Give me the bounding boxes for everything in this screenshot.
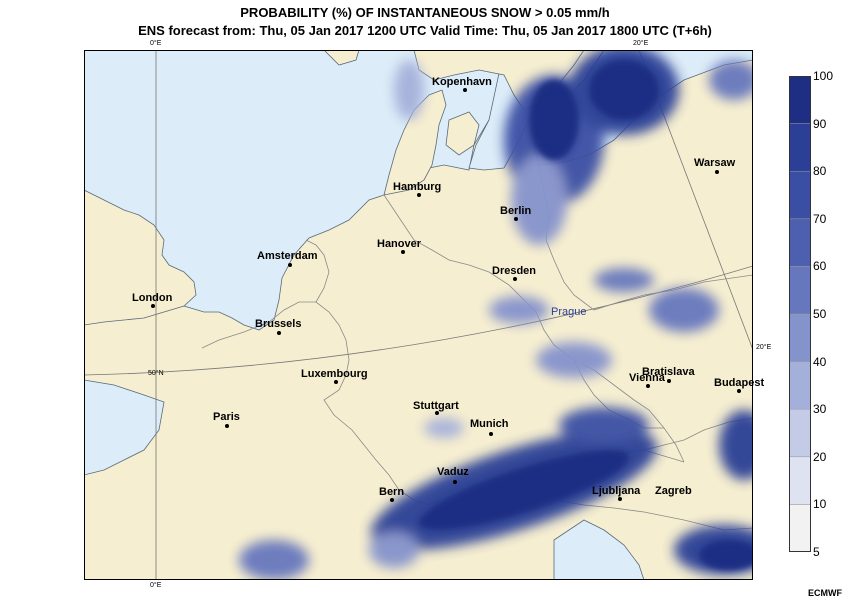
colorbar-swatch — [789, 361, 811, 410]
colorbar-swatch — [789, 76, 811, 124]
city-label-budapest: Budapest — [714, 377, 765, 389]
chart-title: PROBABILITY (%) OF INSTANTANEOUS SNOW > … — [240, 5, 610, 20]
city-marker-bern — [390, 498, 394, 502]
city-label-warsaw: Warsaw — [694, 157, 736, 169]
city-label-kopenhavn: Kopenhavn — [432, 76, 492, 88]
colorbar-swatch — [789, 504, 811, 552]
city-marker-berlin — [514, 217, 518, 221]
city-label-london: London — [132, 292, 173, 304]
city-marker-munich — [489, 432, 493, 436]
gridline-label-0e-bottom: 0°E — [150, 582, 162, 589]
city-marker-budapest — [737, 389, 741, 393]
city-marker-luxembourg — [334, 380, 338, 384]
colorbar-tick-label: 60 — [813, 259, 827, 274]
colorbar-swatch — [789, 170, 811, 220]
colorbar-swatch — [789, 123, 811, 172]
zealand — [445, 111, 480, 156]
city-marker-paris — [225, 424, 229, 428]
chart-subtitle: ENS forecast from: Thu, 05 Jan 2017 1200… — [138, 23, 712, 38]
colorbar-swatch — [789, 218, 811, 267]
colorbar-tick-label: 30 — [813, 402, 827, 417]
city-label-stuttgart: Stuttgart — [413, 400, 459, 412]
city-label-paris: Paris — [213, 411, 240, 423]
city-marker-hamburg — [417, 193, 421, 197]
colorbar-tick-label: 40 — [813, 354, 827, 369]
city-marker-hanover — [401, 250, 405, 254]
colorbar-swatch — [789, 456, 811, 505]
city-label-vienna: Vienna — [629, 372, 665, 384]
colorbar — [789, 76, 811, 552]
city-label-hamburg: Hamburg — [393, 181, 442, 193]
great-britain — [84, 189, 197, 326]
city-marker-brussels — [277, 331, 281, 335]
colorbar-tick-label: 80 — [813, 164, 827, 179]
city-label-luxembourg: Luxembourg — [301, 368, 368, 380]
colorbar-tick-label: 100 — [813, 69, 834, 83]
colorbar-swatch — [789, 266, 811, 315]
city-marker-amsterdam — [288, 263, 292, 267]
city-label-bratislava: Bratislava — [642, 366, 695, 378]
city-marker-london — [151, 304, 155, 308]
colorbar-tick-label: 10 — [813, 497, 827, 512]
colorbar-tick-label: 20 — [813, 449, 827, 464]
city-marker-kopenhavn — [463, 88, 467, 92]
snow-probability-field — [239, 50, 753, 580]
city-label-munich: Munich — [470, 418, 509, 430]
city-label-berlin: Berlin — [500, 205, 532, 217]
city-label-brussels: Brussels — [255, 318, 302, 330]
city-label-vaduz: Vaduz — [437, 466, 469, 478]
gridline-label-0e-top: 0°E — [150, 40, 162, 47]
city-label-prague: Prague — [551, 306, 587, 318]
city-label-dresden: Dresden — [492, 265, 537, 277]
colorbar-tick-label: 90 — [813, 116, 827, 131]
city-label-amsterdam: Amsterdam — [257, 250, 318, 262]
colorbar-swatch — [789, 313, 811, 362]
city-label-zagreb: Zagreb — [655, 485, 692, 497]
gridline-label-20e-top: 20°E — [633, 40, 649, 47]
denmark — [383, 89, 447, 196]
city-label-bern: Bern — [379, 486, 405, 498]
colorbar-tick-label: 50 — [813, 307, 827, 321]
city-marker-vienna — [646, 384, 650, 388]
city-marker-ljubljana — [618, 497, 622, 501]
gridline-label-20e-right: 20°E — [756, 344, 772, 351]
colorbar-swatch — [789, 408, 811, 458]
city-marker-warsaw — [715, 170, 719, 174]
city-marker-bratislava — [667, 379, 671, 383]
colorbar-tick-label: 70 — [813, 211, 827, 226]
snow-probability-map: 0°E — [84, 50, 753, 580]
city-label-hanover: Hanover — [377, 238, 422, 250]
city-label-ljubljana: Ljubljana — [592, 485, 641, 497]
city-marker-vaduz — [453, 480, 457, 484]
credit-label: ECMWF — [808, 588, 842, 598]
colorbar-tick-label: 5 — [813, 545, 820, 559]
city-marker-dresden — [513, 277, 517, 281]
gridline-label-50n: 50°N — [148, 370, 164, 377]
city-marker-stuttgart — [435, 411, 439, 415]
norway-tip — [323, 50, 360, 66]
